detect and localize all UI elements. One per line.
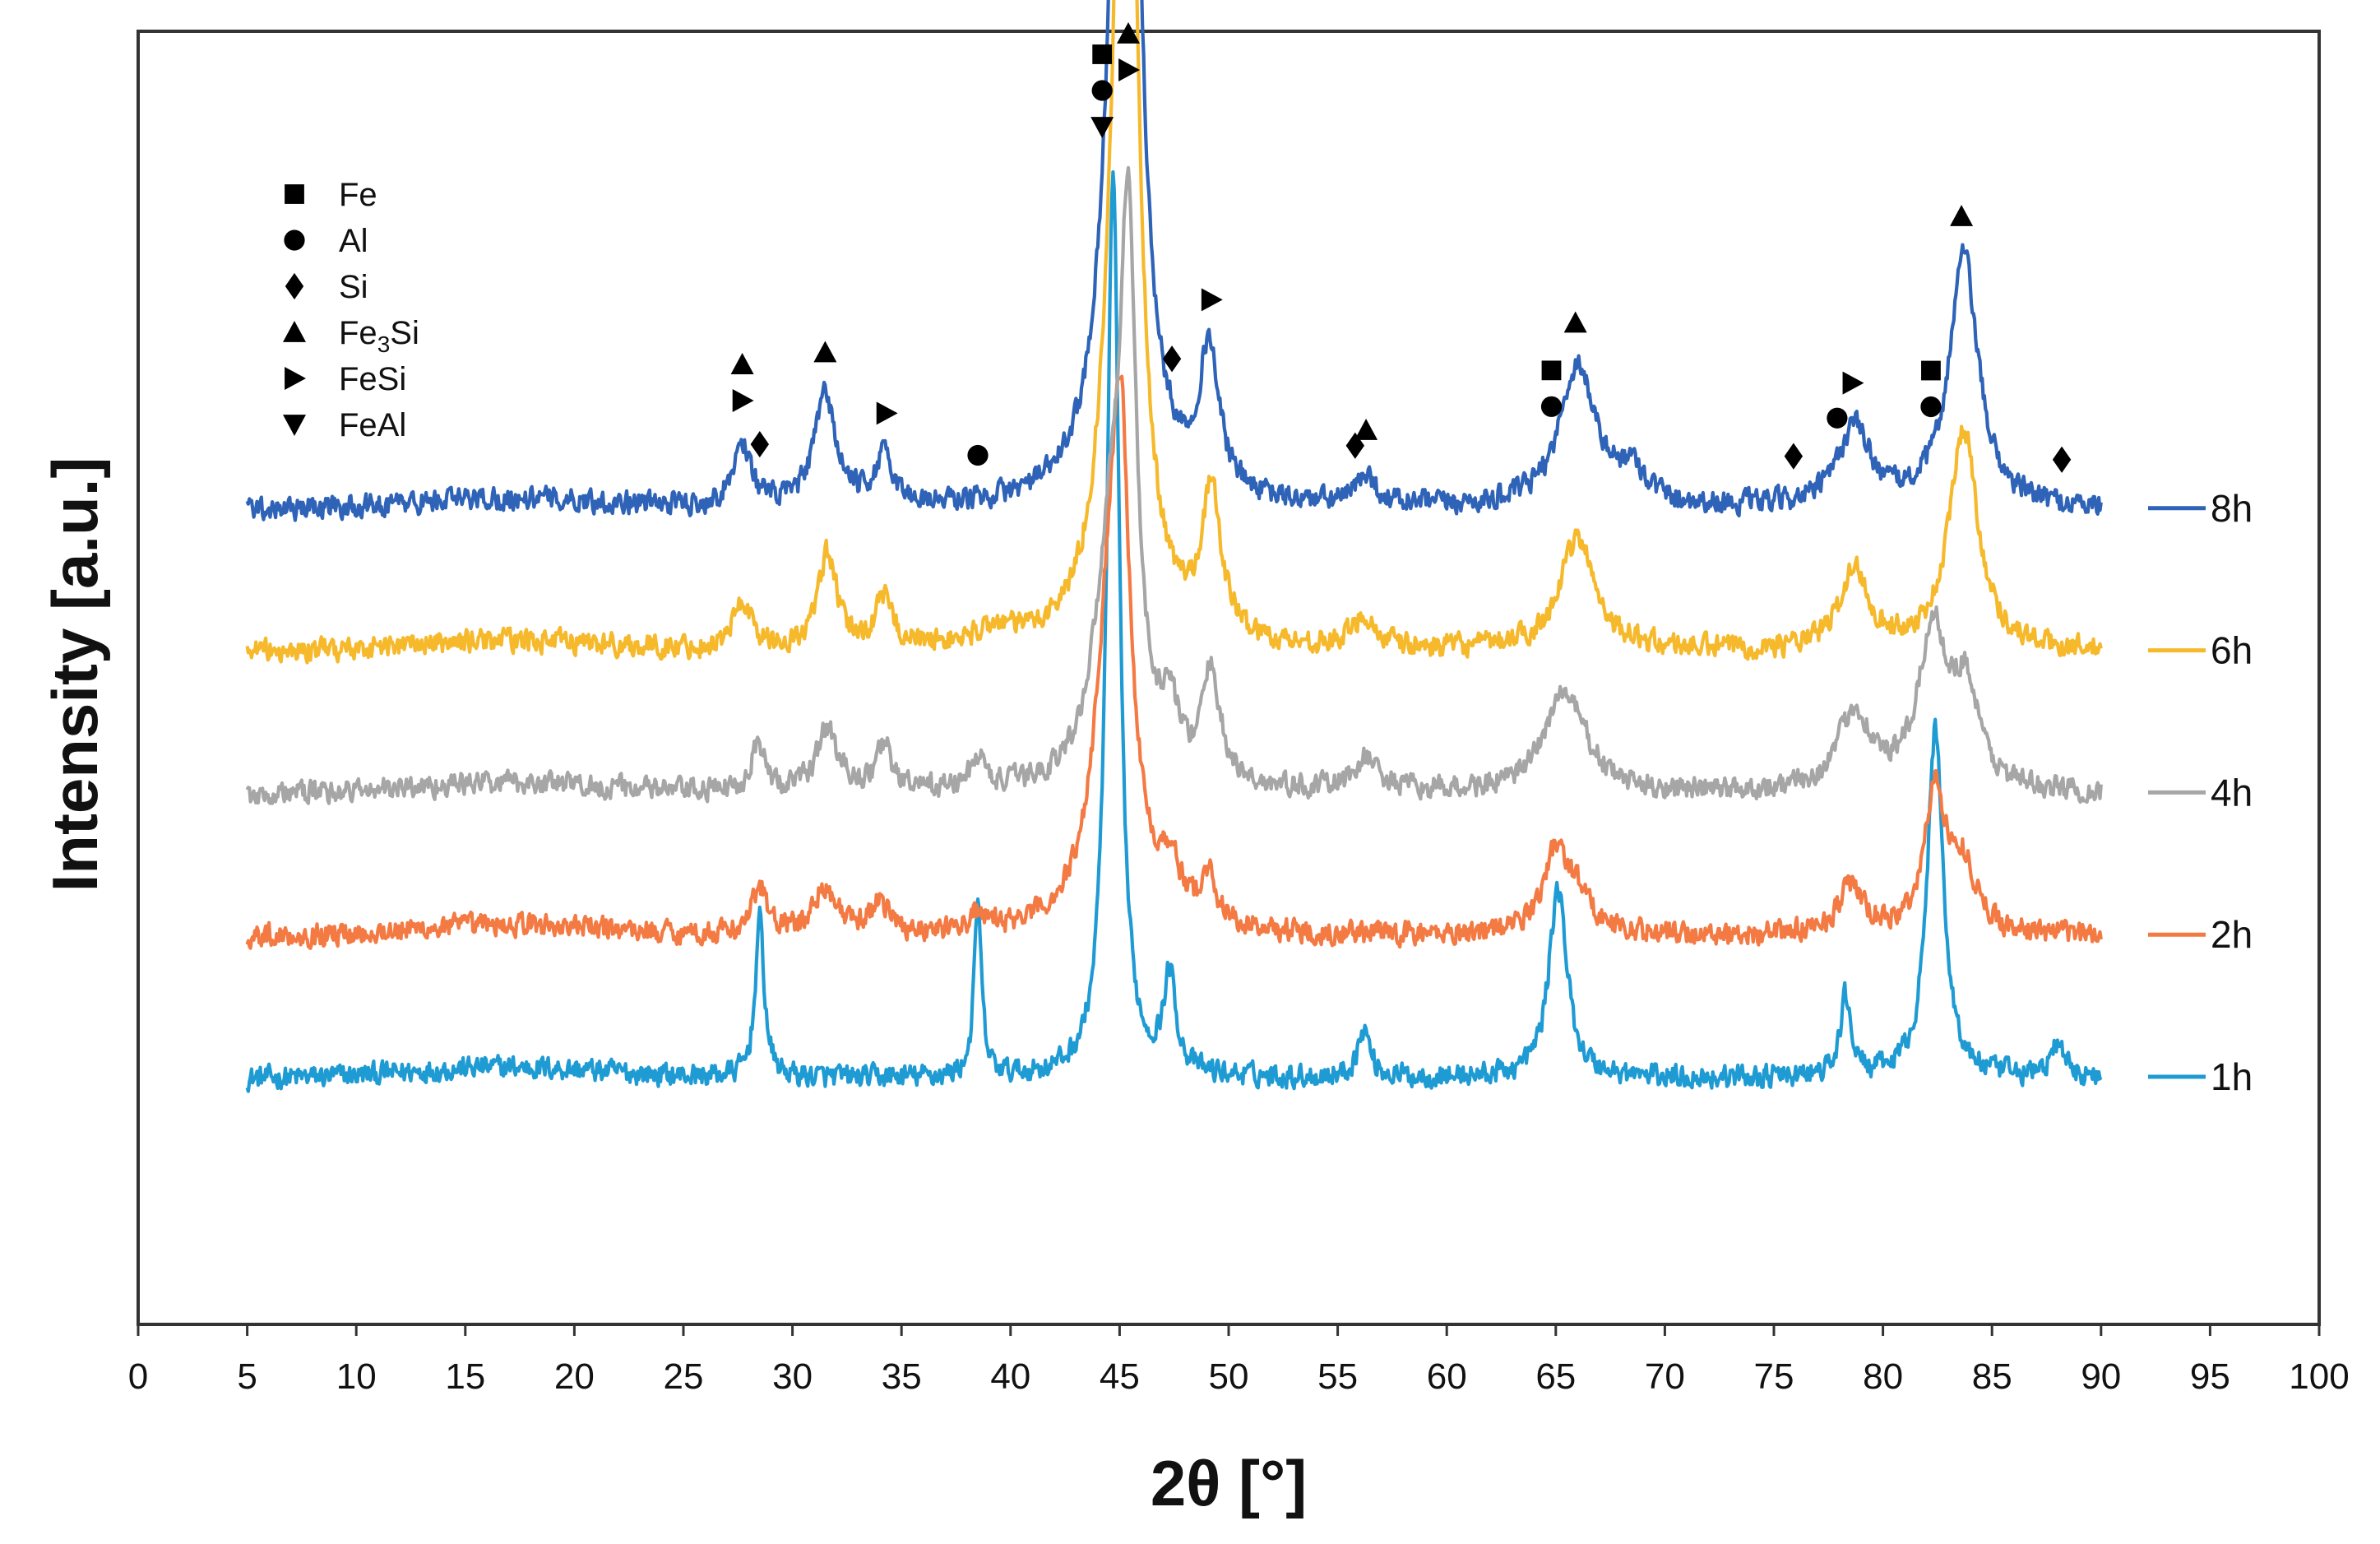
triangle-up-marker [730,353,754,374]
x-tick-label: 95 [2190,1356,2230,1397]
triangle-up-marker [1354,418,1378,440]
circle-marker [284,230,305,251]
x-tick-label: 0 [128,1356,148,1397]
legend-label-main: Fe [339,315,377,351]
legend-label: Fe3Si [339,315,419,357]
series-layer [245,0,2103,1093]
diamond-marker [750,430,770,458]
series-line-2h [245,374,2103,950]
legend-label: FeSi [339,361,406,397]
diamond-marker [1162,345,1182,373]
diamond-marker [2052,446,2072,473]
x-tick-label: 10 [336,1356,377,1397]
y-axis-title: Intensity [a.u.] [39,457,111,893]
series-line-4h [245,165,2103,805]
plot-frame [137,30,2321,1326]
x-tick-label: 20 [554,1356,595,1397]
triangle-down-marker [1090,117,1114,139]
series-label-6h: 6h [2211,629,2253,672]
triangle-up-marker [1117,22,1141,44]
series-label-1h: 1h [2211,1055,2253,1098]
x-tick-label: 50 [1209,1356,1249,1397]
triangle-up-marker [283,321,306,342]
series-line-1h [245,170,2103,1093]
x-tick-label: 75 [1754,1356,1794,1397]
circle-marker [1091,80,1113,101]
x-axis-title: 2θ [°] [1151,1447,1307,1519]
x-tick-label: 60 [1427,1356,1467,1397]
series-label-4h: 4h [2211,771,2253,814]
triangle-up-marker [1563,311,1587,333]
legend-label: Fe [339,177,377,213]
phase-markers [730,22,2072,473]
square-marker [1921,360,1941,381]
circle-marker [1540,396,1563,417]
x-tick-label: 90 [2081,1356,2121,1397]
diamond-marker [1784,443,1804,470]
circle-marker [967,444,989,466]
legend-label-tail: Si [390,315,419,351]
triangle-right-marker [285,367,306,390]
x-tick-label: 70 [1645,1356,1685,1397]
circle-marker [1827,407,1848,429]
x-axis: 0 5 10 15 20 25 30 35 40 45 50 55 60 65 70 75 80 85 90 95 10… [128,1324,2350,1397]
legend-label: Al [339,223,368,259]
x-tick-label: 55 [1317,1356,1358,1397]
series-line-8h [245,0,2103,522]
triangle-right-marker [1118,58,1141,81]
legend-label: Si [339,269,368,305]
circle-marker [1920,396,1942,418]
x-tick-label: 25 [664,1356,704,1397]
x-tick-label: 65 [1535,1356,1576,1397]
triangle-down-marker [283,415,306,436]
diamond-marker [285,272,304,300]
x-tick-label: 45 [1100,1356,1140,1397]
square-marker [285,184,304,204]
series-line-6h [245,0,2103,665]
legend-label-sub: 3 [377,332,391,357]
x-tick-label: 30 [772,1356,813,1397]
series-label-2h: 2h [2211,913,2253,956]
x-tick-label: 15 [445,1356,485,1397]
triangle-right-marker [1201,288,1223,312]
x-tick-label: 80 [1863,1356,1903,1397]
series-label-8h: 8h [2211,487,2253,530]
x-tick-label: 35 [882,1356,922,1397]
x-tick-label: 5 [237,1356,257,1397]
x-tick-label: 85 [1972,1356,2012,1397]
x-tick-label: 100 [2289,1356,2349,1397]
triangle-up-marker [813,341,837,363]
square-marker [1541,360,1562,381]
triangle-right-marker [876,401,898,425]
triangle-up-marker [1950,205,1974,226]
triangle-right-marker [732,389,754,413]
series-labels: 1h 2h 4h 6h 8h [2148,487,2253,1098]
square-marker [1092,44,1113,64]
legend-label: FeAl [339,407,406,443]
x-tick-label: 40 [990,1356,1030,1397]
triangle-right-marker [1842,371,1864,395]
